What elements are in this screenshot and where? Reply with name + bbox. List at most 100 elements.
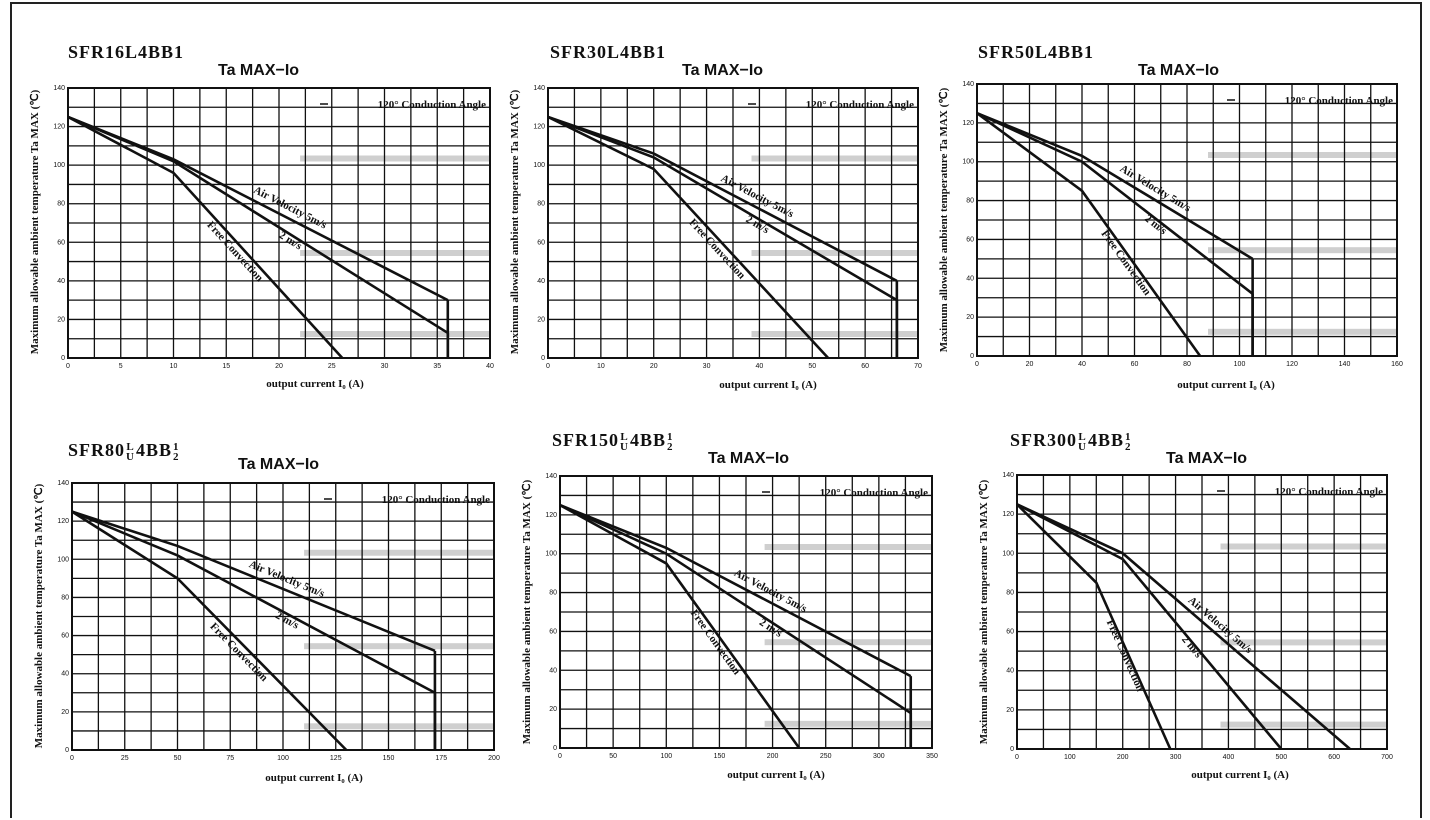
series-line-3 xyxy=(547,115,830,359)
x-tick-label: 200 xyxy=(1117,754,1129,761)
y-tick-label: 100 xyxy=(533,162,545,169)
gray-bands xyxy=(751,155,918,337)
x-tick-label: 10 xyxy=(597,363,605,370)
x-tick-label: 0 xyxy=(975,361,979,368)
x-tick-label: 50 xyxy=(609,753,617,760)
x-tick-label: 100 xyxy=(660,753,672,760)
y-tick-label: 40 xyxy=(57,278,65,285)
y-tick-label: 20 xyxy=(57,316,65,323)
y-tick-label: 0 xyxy=(65,747,69,754)
series-label-1: Air Velocity 5m/s xyxy=(247,558,327,600)
y-tick-label: 140 xyxy=(53,85,65,92)
y-tick-label: 0 xyxy=(1010,746,1014,753)
gray-band xyxy=(304,723,494,730)
model-title: SFR80 L U 4BB 1 2 xyxy=(68,440,180,463)
x-tick-label: 20 xyxy=(1026,361,1034,368)
series-label-2: 2 m/s xyxy=(1179,634,1205,661)
model-title: SFR16L4BB1 xyxy=(68,42,185,62)
curves xyxy=(67,115,450,359)
series-label-1: Air Velocity 5m/s xyxy=(732,567,809,615)
conduction-angle-label: 120° Conduction Angle xyxy=(820,487,928,499)
conduction-angle-label: 120° Conduction Angle xyxy=(378,99,486,111)
gray-band xyxy=(300,155,490,162)
x-tick-label: 300 xyxy=(873,753,885,760)
x-tick-label: 100 xyxy=(1064,754,1076,761)
series-line-1 xyxy=(547,115,898,283)
series-line-2 xyxy=(547,115,898,302)
chart-title: Ta MAX−Io xyxy=(1138,62,1220,79)
y-tick-label: 100 xyxy=(962,159,974,166)
x-tick-label: 20 xyxy=(650,363,658,370)
x-tick-label: 80 xyxy=(1183,361,1191,368)
x-tick-label: 30 xyxy=(381,363,389,370)
x-tick-label: 20 xyxy=(275,363,283,370)
x-tick-label: 160 xyxy=(1391,361,1403,368)
series-line-1 xyxy=(71,510,436,653)
y-tick-label: 80 xyxy=(549,590,557,597)
x-tick-label: 70 xyxy=(914,363,922,370)
y-tick-label: 100 xyxy=(545,551,557,558)
series-line-2 xyxy=(67,115,449,335)
x-tick-label: 0 xyxy=(70,755,74,762)
model-title: SFR300 L U 4BB 1 2 xyxy=(1010,430,1132,453)
grid xyxy=(547,87,919,359)
x-tick-label: 40 xyxy=(1078,361,1086,368)
x-tick-label: 75 xyxy=(226,755,234,762)
series-label-1: Air Velocity 5m/s xyxy=(252,184,330,232)
x-tick-label: 50 xyxy=(808,363,816,370)
gray-band xyxy=(751,331,918,337)
y-tick-label: 60 xyxy=(1006,629,1014,636)
conduction-angle-label: 120° Conduction Angle xyxy=(382,494,490,506)
x-tick-label: 60 xyxy=(1131,361,1139,368)
page-frame-top xyxy=(10,2,1422,4)
y-tick-label: 80 xyxy=(966,198,974,205)
series-label-2: 2 m/s xyxy=(277,229,305,253)
series-line-1 xyxy=(976,111,1254,260)
gray-band xyxy=(304,549,494,556)
grid xyxy=(1016,474,1388,750)
series-label-3: Free Convection xyxy=(1104,618,1146,693)
x-tick-label: 30 xyxy=(703,363,711,370)
gray-bands xyxy=(300,155,490,337)
plot-frame xyxy=(547,87,919,359)
series-line-3 xyxy=(1016,503,1172,750)
y-axis-label: Maximum allowable ambient temperature Ta… xyxy=(509,89,521,354)
plot-frame xyxy=(559,475,933,749)
x-tick-label: 150 xyxy=(383,755,395,762)
y-tick-label: 120 xyxy=(57,518,69,525)
curves xyxy=(71,510,437,751)
chart-title: Ta MAX−Io xyxy=(238,456,320,473)
y-axis-label: Maximum allowable ambient temperature Ta… xyxy=(521,479,533,744)
gray-band xyxy=(764,639,932,646)
y-axis-label: Maximum allowable ambient temperature Ta… xyxy=(33,483,45,748)
gray-bands xyxy=(1208,152,1397,335)
x-axis-label: output current I₀ (A) xyxy=(1191,769,1289,781)
x-tick-label: 60 xyxy=(861,363,869,370)
y-tick-label: 80 xyxy=(61,594,69,601)
grid xyxy=(559,475,933,749)
gray-bands xyxy=(764,544,932,727)
x-tick-label: 500 xyxy=(1275,754,1287,761)
series-label-3: Free Convection xyxy=(207,621,270,684)
model-title: SFR150 L U 4BB 1 2 xyxy=(552,430,674,453)
x-tick-label: 350 xyxy=(926,753,938,760)
y-tick-label: 100 xyxy=(1002,550,1014,557)
gray-band xyxy=(764,720,932,727)
curves xyxy=(1016,503,1351,750)
gray-band xyxy=(1208,328,1397,335)
series-label-1: Air Velocity 5m/s xyxy=(719,172,796,220)
page-frame-right xyxy=(1420,2,1422,818)
chart-title: Ta MAX−Io xyxy=(708,450,790,467)
conduction-angle-label: 120° Conduction Angle xyxy=(806,99,914,111)
y-tick-label: 80 xyxy=(537,201,545,208)
x-tick-label: 400 xyxy=(1223,754,1235,761)
y-tick-label: 120 xyxy=(545,512,557,519)
x-tick-label: 50 xyxy=(174,755,182,762)
y-tick-label: 20 xyxy=(549,706,557,713)
x-tick-label: 150 xyxy=(714,753,726,760)
series-label-2: 2 m/s xyxy=(757,616,785,640)
chart-title: Ta MAX−Io xyxy=(682,62,764,79)
